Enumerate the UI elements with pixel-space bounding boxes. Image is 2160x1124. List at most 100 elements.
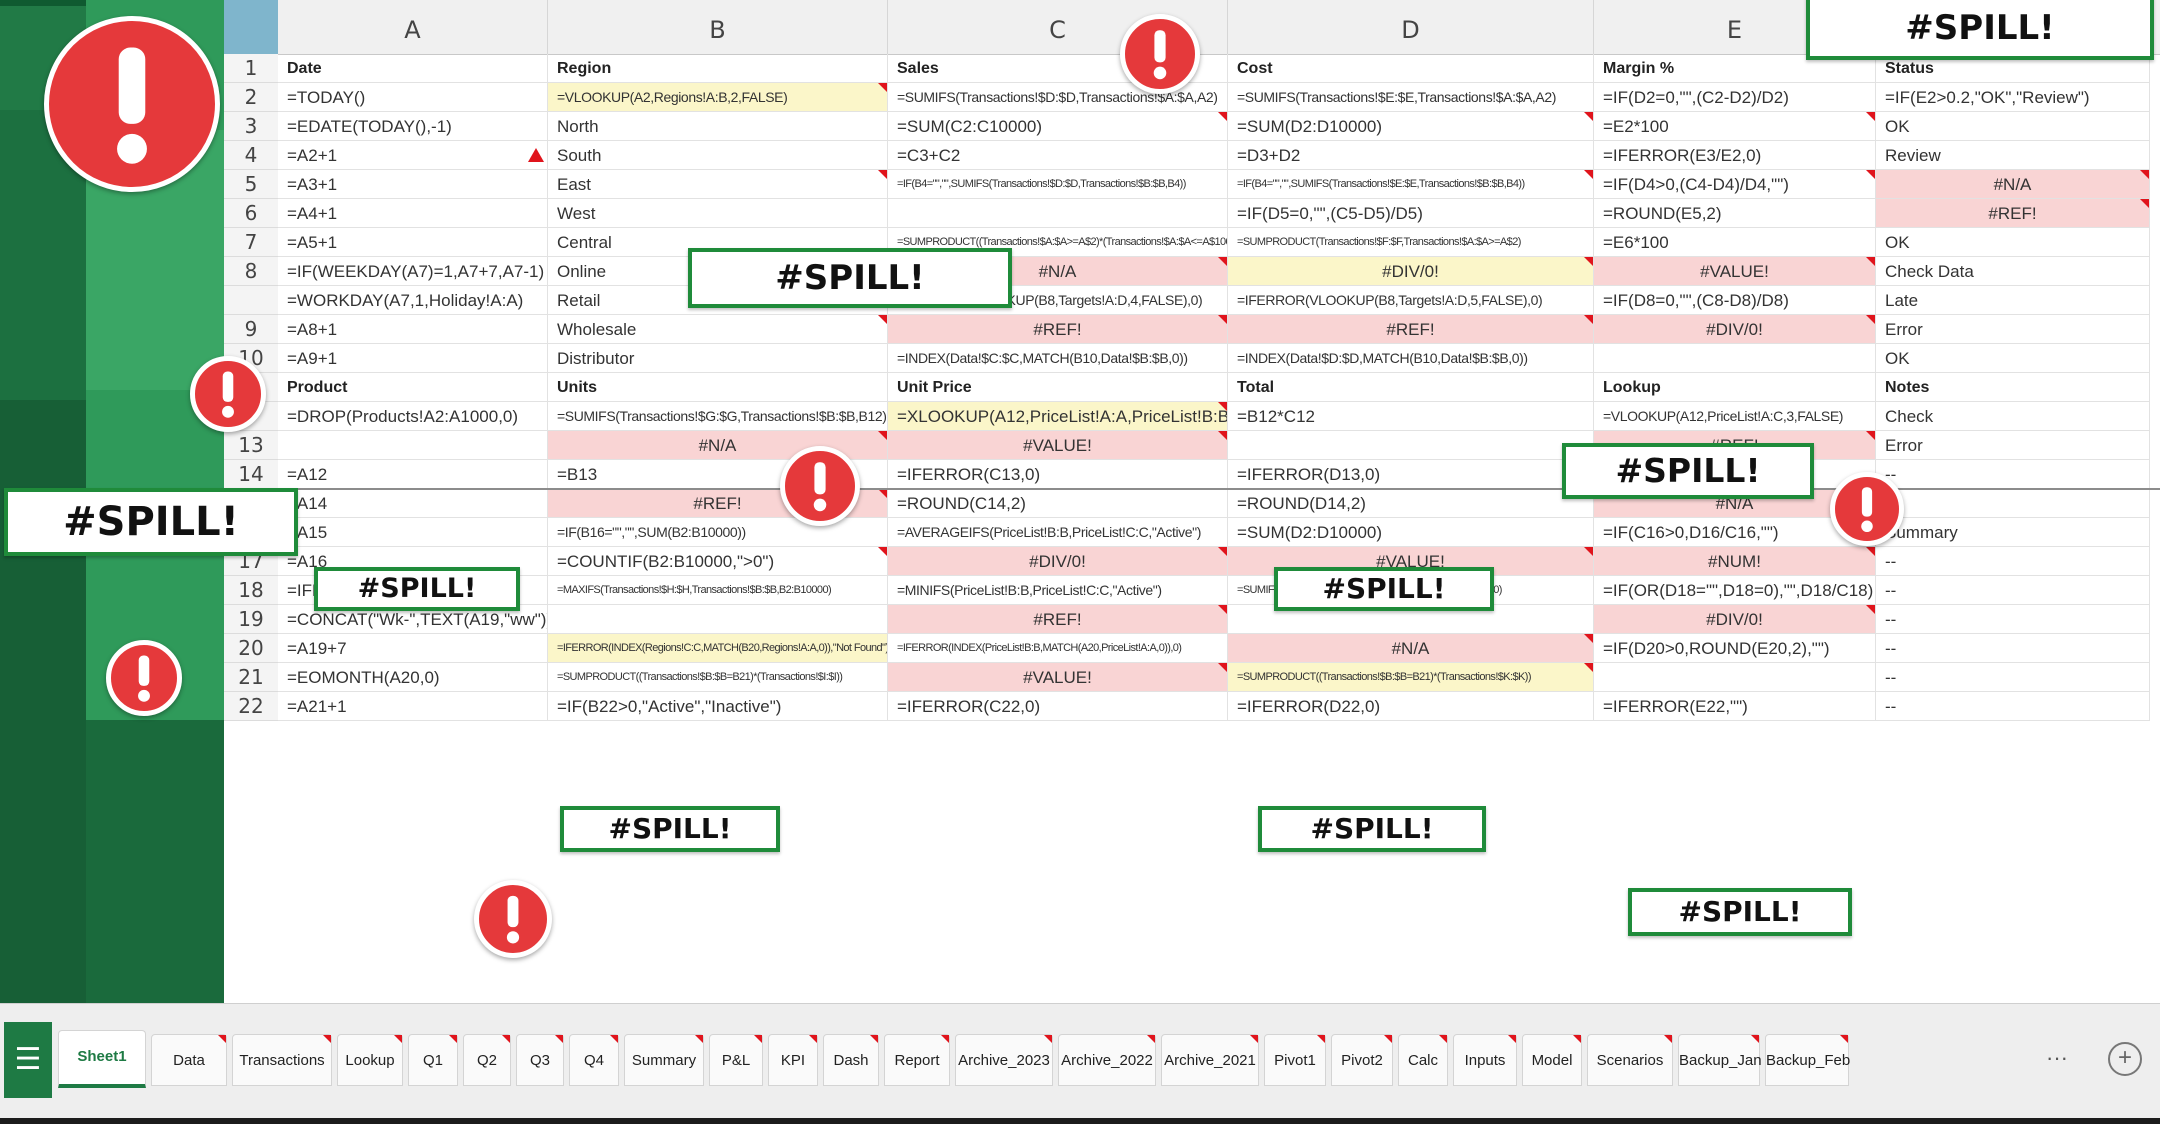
table-cell[interactable]: =IFERROR(INDEX(PriceList!B:B,MATCH(A20,P…: [888, 634, 1228, 663]
table-header-cell[interactable]: Notes: [1876, 373, 2150, 402]
table-cell[interactable]: #DIV/0!: [1594, 605, 1876, 634]
table-cell[interactable]: South: [548, 141, 888, 170]
table-cell[interactable]: Distributor: [548, 344, 888, 373]
table-cell[interactable]: =A19+7: [278, 634, 548, 663]
table-cell[interactable]: =IF(D20>0,ROUND(E20,2),""): [1594, 634, 1876, 663]
table-cell[interactable]: =A8+1: [278, 315, 548, 344]
table-cell[interactable]: Late: [1876, 286, 2150, 315]
table-header-cell[interactable]: Region: [548, 54, 888, 83]
more-tabs-button[interactable]: ···: [2046, 1045, 2068, 1070]
table-header-cell[interactable]: Status: [1876, 54, 2150, 83]
column-header[interactable]: B: [548, 0, 888, 54]
table-cell[interactable]: #DIV/0!: [1228, 257, 1594, 286]
table-cell[interactable]: =IFERROR(C22,0): [888, 692, 1228, 721]
table-cell[interactable]: =SUMPRODUCT((Transactions!$B:$B=B21)*(Tr…: [1228, 663, 1594, 692]
table-cell[interactable]: #VALUE!: [1594, 257, 1876, 286]
table-cell[interactable]: =SUMPRODUCT(Transactions!$F:$F,Transacti…: [1228, 228, 1594, 257]
table-cell[interactable]: =CONCAT("Wk-",TEXT(A19,"ww")): [278, 605, 548, 634]
sheet-tab[interactable]: Q2: [463, 1034, 511, 1086]
table-cell[interactable]: =ROUND(E5,2): [1594, 199, 1876, 228]
table-cell[interactable]: =SUM(D2:D10000): [1228, 518, 1594, 547]
table-cell[interactable]: =D3+D2: [1228, 141, 1594, 170]
table-cell[interactable]: #NUM!: [1594, 547, 1876, 576]
table-cell[interactable]: =SUM(C2:C10000): [888, 112, 1228, 141]
table-cell[interactable]: =INDEX(Data!$D:$D,MATCH(B10,Data!$B:$B,0…: [1228, 344, 1594, 373]
table-cell[interactable]: #REF!: [888, 315, 1228, 344]
sheet-tab[interactable]: Archive_2021: [1161, 1034, 1259, 1086]
table-cell[interactable]: =MAXIFS(Transactions!$H:$H,Transactions!…: [548, 576, 888, 605]
table-cell[interactable]: OK: [1876, 228, 2150, 257]
sheet-tab[interactable]: Inputs: [1453, 1034, 1517, 1086]
row-header[interactable]: 5: [224, 170, 278, 199]
menu-icon[interactable]: ☰: [4, 1022, 52, 1098]
table-cell[interactable]: --: [1876, 489, 2150, 518]
row-header[interactable]: [224, 286, 278, 315]
table-cell[interactable]: =VLOOKUP(A12,PriceList!A:C,3,FALSE): [1594, 402, 1876, 431]
table-cell[interactable]: =VLOOKUP(A2,Regions!A:B,2,FALSE): [548, 83, 888, 112]
sheet-tab[interactable]: Archive_2022: [1058, 1034, 1156, 1086]
table-cell[interactable]: =IFERROR(INDEX(Regions!C:C,MATCH(B20,Reg…: [548, 634, 888, 663]
sheet-tab[interactable]: Lookup: [337, 1034, 403, 1086]
select-all-corner[interactable]: [224, 0, 278, 54]
row-header[interactable]: 21: [224, 663, 278, 692]
table-cell[interactable]: --: [1876, 547, 2150, 576]
table-cell[interactable]: [1594, 344, 1876, 373]
table-cell[interactable]: Review: [1876, 141, 2150, 170]
sheet-tab[interactable]: Sheet1: [58, 1030, 146, 1088]
table-cell[interactable]: #N/A: [1228, 634, 1594, 663]
row-header[interactable]: 20: [224, 634, 278, 663]
table-cell[interactable]: =SUM(D2:D10000): [1228, 112, 1594, 141]
table-cell[interactable]: =A14: [278, 489, 548, 518]
table-cell[interactable]: --: [1876, 605, 2150, 634]
table-cell[interactable]: [548, 605, 888, 634]
table-cell[interactable]: =MINIFS(PriceList!B:B,PriceList!C:C,"Act…: [888, 576, 1228, 605]
sheet-tab[interactable]: Pivot2: [1331, 1034, 1393, 1086]
table-cell[interactable]: =SUMPRODUCT((Transactions!$A:$A>=A$2)*(T…: [888, 228, 1228, 257]
column-header[interactable]: C: [888, 0, 1228, 54]
table-header-cell[interactable]: Sales: [888, 54, 1228, 83]
table-cell[interactable]: Error: [1876, 431, 2150, 460]
table-cell[interactable]: #REF!: [888, 605, 1228, 634]
sheet-tab[interactable]: Backup_Feb: [1765, 1034, 1850, 1086]
row-header[interactable]: 3: [224, 112, 278, 141]
table-cell[interactable]: #N/A: [1876, 170, 2150, 199]
table-cell[interactable]: Check: [1876, 402, 2150, 431]
table-cell[interactable]: =A2+1: [278, 141, 548, 170]
table-cell[interactable]: North: [548, 112, 888, 141]
table-cell[interactable]: =COUNTIF(B2:B10000,">0"): [548, 547, 888, 576]
table-cell[interactable]: =AVERAGEIFS(PriceList!B:B,PriceList!C:C,…: [888, 518, 1228, 547]
table-cell[interactable]: =XLOOKUP(A12,PriceList!A:A,PriceList!B:B…: [888, 402, 1228, 431]
table-cell[interactable]: =IF(D4>0,(C4-D4)/D4,""): [1594, 170, 1876, 199]
sheet-tab[interactable]: Data: [151, 1034, 227, 1086]
sheet-tab[interactable]: Q1: [408, 1034, 458, 1086]
table-cell[interactable]: [1228, 431, 1594, 460]
table-cell[interactable]: [1228, 605, 1594, 634]
table-cell[interactable]: =SUMIFS(Transactions!$E:$E,Transactions!…: [1228, 83, 1594, 112]
table-cell[interactable]: --: [1876, 692, 2150, 721]
table-cell[interactable]: Check Data: [1876, 257, 2150, 286]
table-cell[interactable]: =IFERROR(VLOOKUP(B8,Targets!A:D,5,FALSE)…: [1228, 286, 1594, 315]
table-cell[interactable]: [888, 199, 1228, 228]
table-cell[interactable]: --: [1876, 576, 2150, 605]
column-header[interactable]: D: [1228, 0, 1594, 54]
row-header[interactable]: 2: [224, 83, 278, 112]
table-cell[interactable]: =IF(WEEKDAY(A7)=1,A7+7,A7-1): [278, 257, 548, 286]
table-header-cell[interactable]: Units: [548, 373, 888, 402]
table-cell[interactable]: East: [548, 170, 888, 199]
table-cell[interactable]: =DROP(Products!A2:A1000,0): [278, 402, 548, 431]
sheet-tab[interactable]: Calc: [1398, 1034, 1448, 1086]
row-header[interactable]: 13: [224, 431, 278, 460]
table-cell[interactable]: =IF(B16="","",SUM(B2:B10000)): [548, 518, 888, 547]
sheet-tab[interactable]: Backup_Jan: [1678, 1034, 1762, 1086]
table-cell[interactable]: =ROUND(D14,2): [1228, 489, 1594, 518]
table-cell[interactable]: OK: [1876, 344, 2150, 373]
table-cell[interactable]: =IF(D2=0,"",(C2-D2)/D2): [1594, 83, 1876, 112]
table-cell[interactable]: =WORKDAY(A7,1,Holiday!A:A): [278, 286, 548, 315]
row-header[interactable]: 8: [224, 257, 278, 286]
table-header-cell[interactable]: Cost: [1228, 54, 1594, 83]
table-cell[interactable]: =SUMIFS(Transactions!$G:$G,Transactions!…: [548, 402, 888, 431]
table-cell[interactable]: Wholesale: [548, 315, 888, 344]
table-cell[interactable]: =B12*C12: [1228, 402, 1594, 431]
sheet-tab[interactable]: Summary: [624, 1034, 704, 1086]
add-sheet-button[interactable]: +: [2108, 1042, 2142, 1076]
